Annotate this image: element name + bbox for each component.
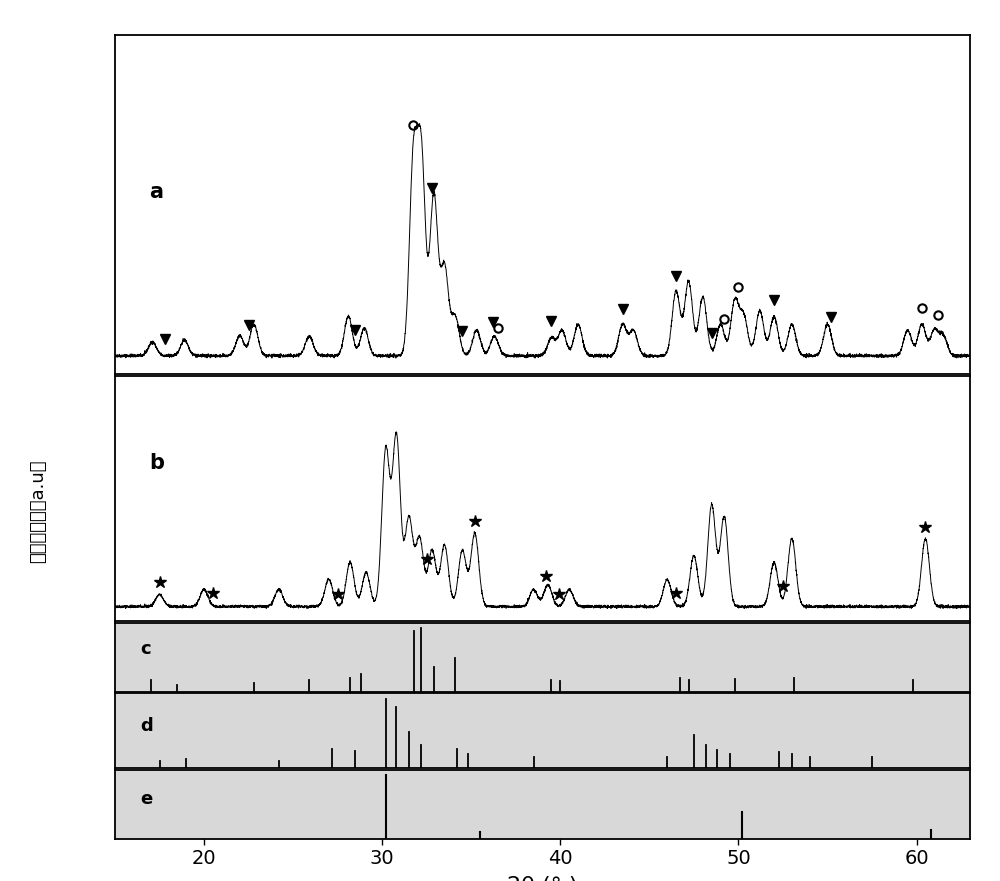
- Text: e: e: [141, 790, 153, 809]
- Text: a: a: [149, 182, 163, 202]
- Text: c: c: [141, 640, 151, 658]
- Text: 衔射峰强度（a.u）: 衔射峰强度（a.u）: [29, 459, 47, 563]
- Text: d: d: [141, 717, 153, 735]
- X-axis label: 2θ (° ): 2θ (° ): [507, 877, 578, 881]
- Text: b: b: [149, 453, 164, 473]
